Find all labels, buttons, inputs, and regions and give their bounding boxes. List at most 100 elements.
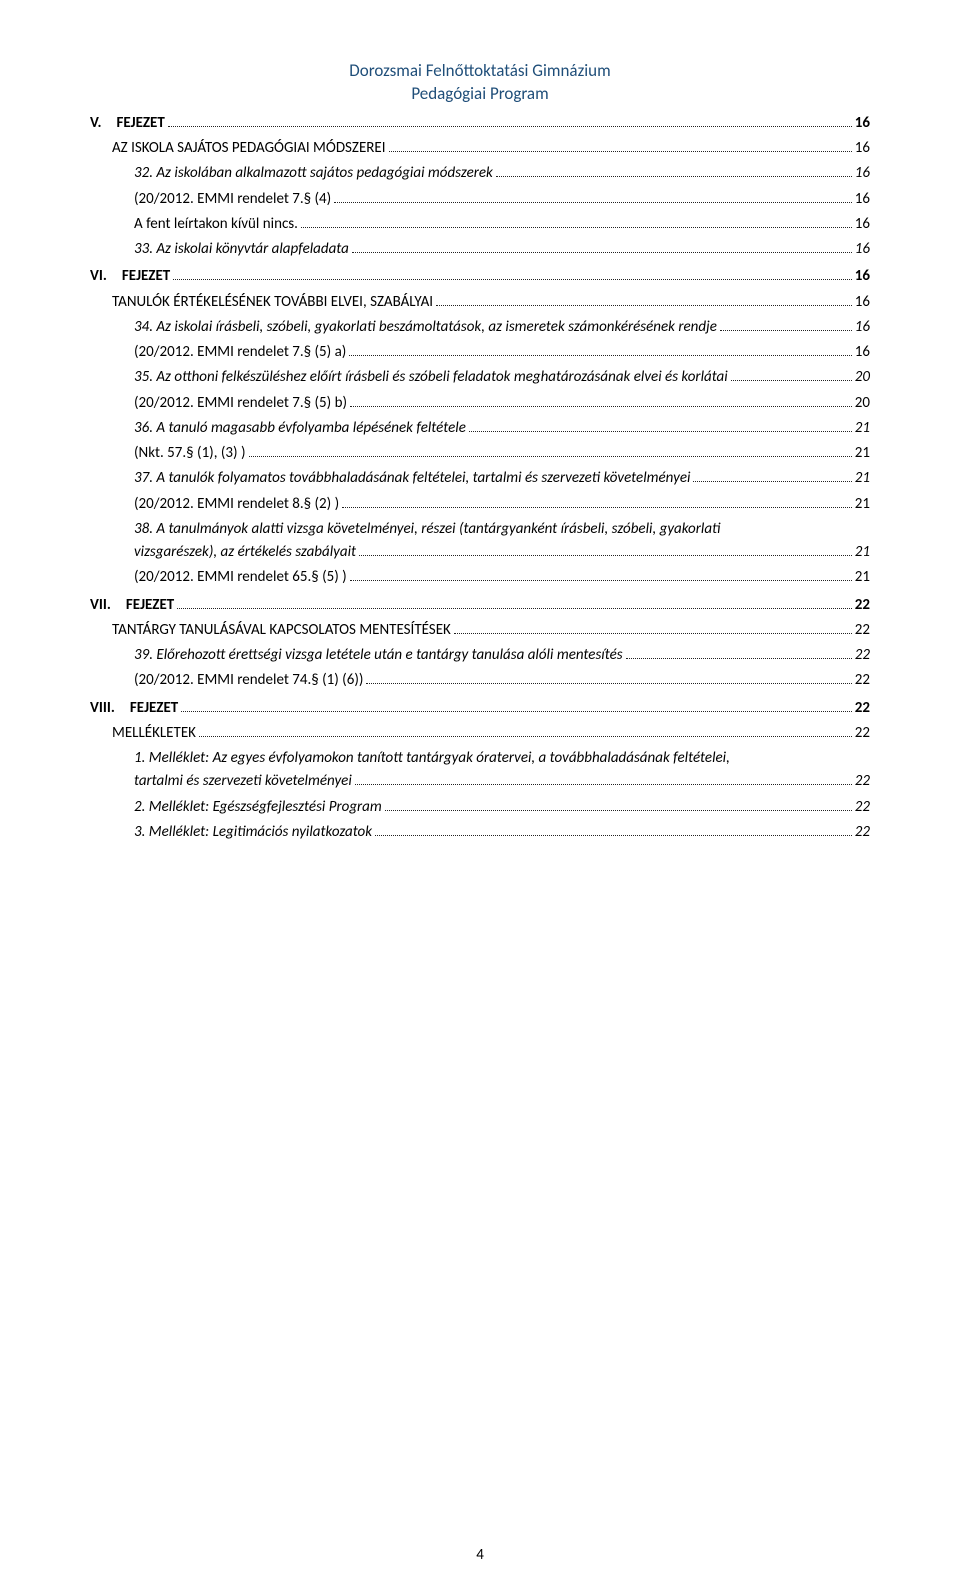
toc-entry: AZ ISKOLA SAJÁTOS PEDAGÓGIAI MÓDSZEREI 1…: [112, 137, 870, 160]
toc-leader-dots: [350, 568, 852, 582]
table-of-contents: V. FEJEZET 16AZ ISKOLA SAJÁTOS PEDAGÓGIA…: [90, 112, 870, 844]
toc-leader-dots: [249, 443, 852, 457]
toc-leader-dots: [366, 671, 851, 685]
toc-label: TANTÁRGY TANULÁSÁVAL KAPCSOLATOS MENTESÍ…: [112, 619, 451, 642]
toc-label: 3. Melléklet: Legitimációs nyilatkozatok: [134, 821, 372, 844]
toc-page-number: 16: [855, 188, 870, 211]
toc-entry: 34. Az iskolai írásbeli, szóbeli, gyakor…: [134, 316, 870, 339]
toc-line: vizsgarészek), az értékelés szabályait 2…: [134, 541, 870, 564]
toc-label: VI. FEJEZET: [90, 265, 170, 288]
toc-entry: (20/2012. EMMI rendelet 74.§ (1) (6)) 22: [134, 669, 870, 692]
toc-leader-dots: [334, 189, 852, 203]
toc-leader-dots: [496, 164, 852, 178]
toc-page-number: 21: [855, 442, 870, 465]
toc-label: A fent leírtakon kívül nincs.: [134, 213, 298, 236]
toc-label: 34. Az iskolai írásbeli, szóbeli, gyakor…: [134, 316, 717, 339]
toc-label: 2. Melléklet: Egészségfejlesztési Progra…: [134, 796, 382, 819]
toc-entry: 1. Melléklet: Az egyes évfolyamokon taní…: [134, 747, 870, 794]
toc-entry: 2. Melléklet: Egészségfejlesztési Progra…: [134, 796, 870, 819]
toc-page-number: 16: [855, 291, 870, 314]
toc-label: tartalmi és szervezeti követelményei: [134, 770, 352, 793]
toc-page-number: 22: [855, 770, 870, 793]
toc-page-number: 22: [855, 796, 870, 819]
document-page: Dorozsmai Felnőttoktatási Gimnázium Peda…: [0, 0, 960, 1592]
toc-leader-dots: [693, 469, 851, 483]
toc-page-number: 16: [855, 316, 870, 339]
toc-entry: 32. Az iskolában alkalmazott sajátos ped…: [134, 162, 870, 185]
toc-label: 38. A tanulmányok alatti vizsga követelm…: [134, 518, 720, 541]
toc-label: V. FEJEZET: [90, 112, 165, 135]
toc-page-number: 16: [855, 137, 870, 160]
toc-label: (20/2012. EMMI rendelet 8.§ (2) ): [134, 493, 339, 516]
toc-entry: 38. A tanulmányok alatti vizsga követelm…: [134, 518, 870, 565]
toc-label: 32. Az iskolában alkalmazott sajátos ped…: [134, 162, 493, 185]
toc-label: (20/2012. EMMI rendelet 74.§ (1) (6)): [134, 669, 363, 692]
toc-page-number: 16: [855, 213, 870, 236]
toc-line: 38. A tanulmányok alatti vizsga követelm…: [134, 518, 870, 541]
toc-label: TANULÓK ÉRTÉKELÉSÉNEK TOVÁBBI ELVEI, SZA…: [112, 291, 433, 314]
toc-label: 35. Az otthoni felkészüléshez előírt írá…: [134, 366, 728, 389]
toc-leader-dots: [352, 239, 852, 253]
toc-entry: 33. Az iskolai könyvtár alapfeladata 16: [134, 238, 870, 261]
toc-entry: (20/2012. EMMI rendelet 7.§ (5) b) 20: [134, 392, 870, 415]
toc-leader-dots: [436, 292, 852, 306]
toc-label: vizsgarészek), az értékelés szabályait: [134, 541, 356, 564]
toc-line: 1. Melléklet: Az egyes évfolyamokon taní…: [134, 747, 870, 770]
toc-entry: 37. A tanulók folyamatos továbbhaladásán…: [134, 467, 870, 490]
toc-leader-dots: [173, 267, 852, 281]
toc-entry: 39. Előrehozott érettségi vizsga letétel…: [134, 644, 870, 667]
toc-entry: MELLÉKLETEK 22: [112, 722, 870, 745]
toc-leader-dots: [301, 214, 852, 228]
toc-page-number: 22: [855, 697, 870, 720]
toc-entry: 35. Az otthoni felkészüléshez előírt írá…: [134, 366, 870, 389]
toc-entry: 3. Melléklet: Legitimációs nyilatkozatok…: [134, 821, 870, 844]
toc-entry: VII. FEJEZET 22: [90, 594, 870, 617]
toc-label: 1. Melléklet: Az egyes évfolyamokon taní…: [134, 747, 730, 770]
toc-page-number: 21: [855, 566, 870, 589]
toc-page-number: 21: [855, 467, 870, 490]
toc-page-number: 20: [855, 392, 870, 415]
page-number: 4: [0, 1546, 960, 1564]
toc-leader-dots: [349, 342, 851, 356]
toc-label: (20/2012. EMMI rendelet 65.§ (5) ): [134, 566, 347, 589]
toc-page-number: 16: [855, 265, 870, 288]
toc-page-number: 22: [855, 821, 870, 844]
toc-label: 37. A tanulók folyamatos továbbhaladásán…: [134, 467, 690, 490]
toc-entry: 36. A tanuló magasabb évfolyamba lépésén…: [134, 417, 870, 440]
toc-label: (20/2012. EMMI rendelet 7.§ (4): [134, 188, 331, 211]
header-line-2: Pedagógiai Program: [90, 83, 870, 106]
toc-label: 36. A tanuló magasabb évfolyamba lépésén…: [134, 417, 466, 440]
toc-line: tartalmi és szervezeti követelményei 22: [134, 770, 870, 793]
toc-entry: (Nkt. 57.§ (1), (3) ) 21: [134, 442, 870, 465]
toc-leader-dots: [168, 113, 852, 127]
toc-page-number: 16: [855, 341, 870, 364]
toc-page-number: 21: [855, 417, 870, 440]
toc-leader-dots: [731, 368, 852, 382]
toc-entry: VI. FEJEZET 16: [90, 265, 870, 288]
toc-label: 39. Előrehozott érettségi vizsga letétel…: [134, 644, 623, 667]
toc-entry: TANTÁRGY TANULÁSÁVAL KAPCSOLATOS MENTESÍ…: [112, 619, 870, 642]
toc-leader-dots: [469, 418, 852, 432]
toc-leader-dots: [454, 620, 852, 634]
toc-page-number: 20: [855, 366, 870, 389]
toc-leader-dots: [177, 595, 852, 609]
toc-entry: (20/2012. EMMI rendelet 8.§ (2) ) 21: [134, 493, 870, 516]
toc-entry: TANULÓK ÉRTÉKELÉSÉNEK TOVÁBBI ELVEI, SZA…: [112, 291, 870, 314]
toc-page-number: 21: [855, 541, 870, 564]
toc-page-number: 16: [855, 162, 870, 185]
toc-page-number: 22: [855, 669, 870, 692]
toc-leader-dots: [350, 393, 852, 407]
toc-page-number: 16: [855, 112, 870, 135]
toc-leader-dots: [626, 645, 852, 659]
toc-page-number: 21: [855, 493, 870, 516]
toc-page-number: 16: [855, 238, 870, 261]
toc-label: VIII. FEJEZET: [90, 697, 178, 720]
toc-leader-dots: [181, 698, 852, 712]
toc-page-number: 22: [855, 594, 870, 617]
toc-entry: (20/2012. EMMI rendelet 65.§ (5) ) 21: [134, 566, 870, 589]
toc-label: (Nkt. 57.§ (1), (3) ): [134, 442, 246, 465]
header-line-1: Dorozsmai Felnőttoktatási Gimnázium: [90, 60, 870, 83]
toc-leader-dots: [720, 317, 852, 331]
toc-label: (20/2012. EMMI rendelet 7.§ (5) b): [134, 392, 347, 415]
toc-entry: A fent leírtakon kívül nincs. 16: [134, 213, 870, 236]
